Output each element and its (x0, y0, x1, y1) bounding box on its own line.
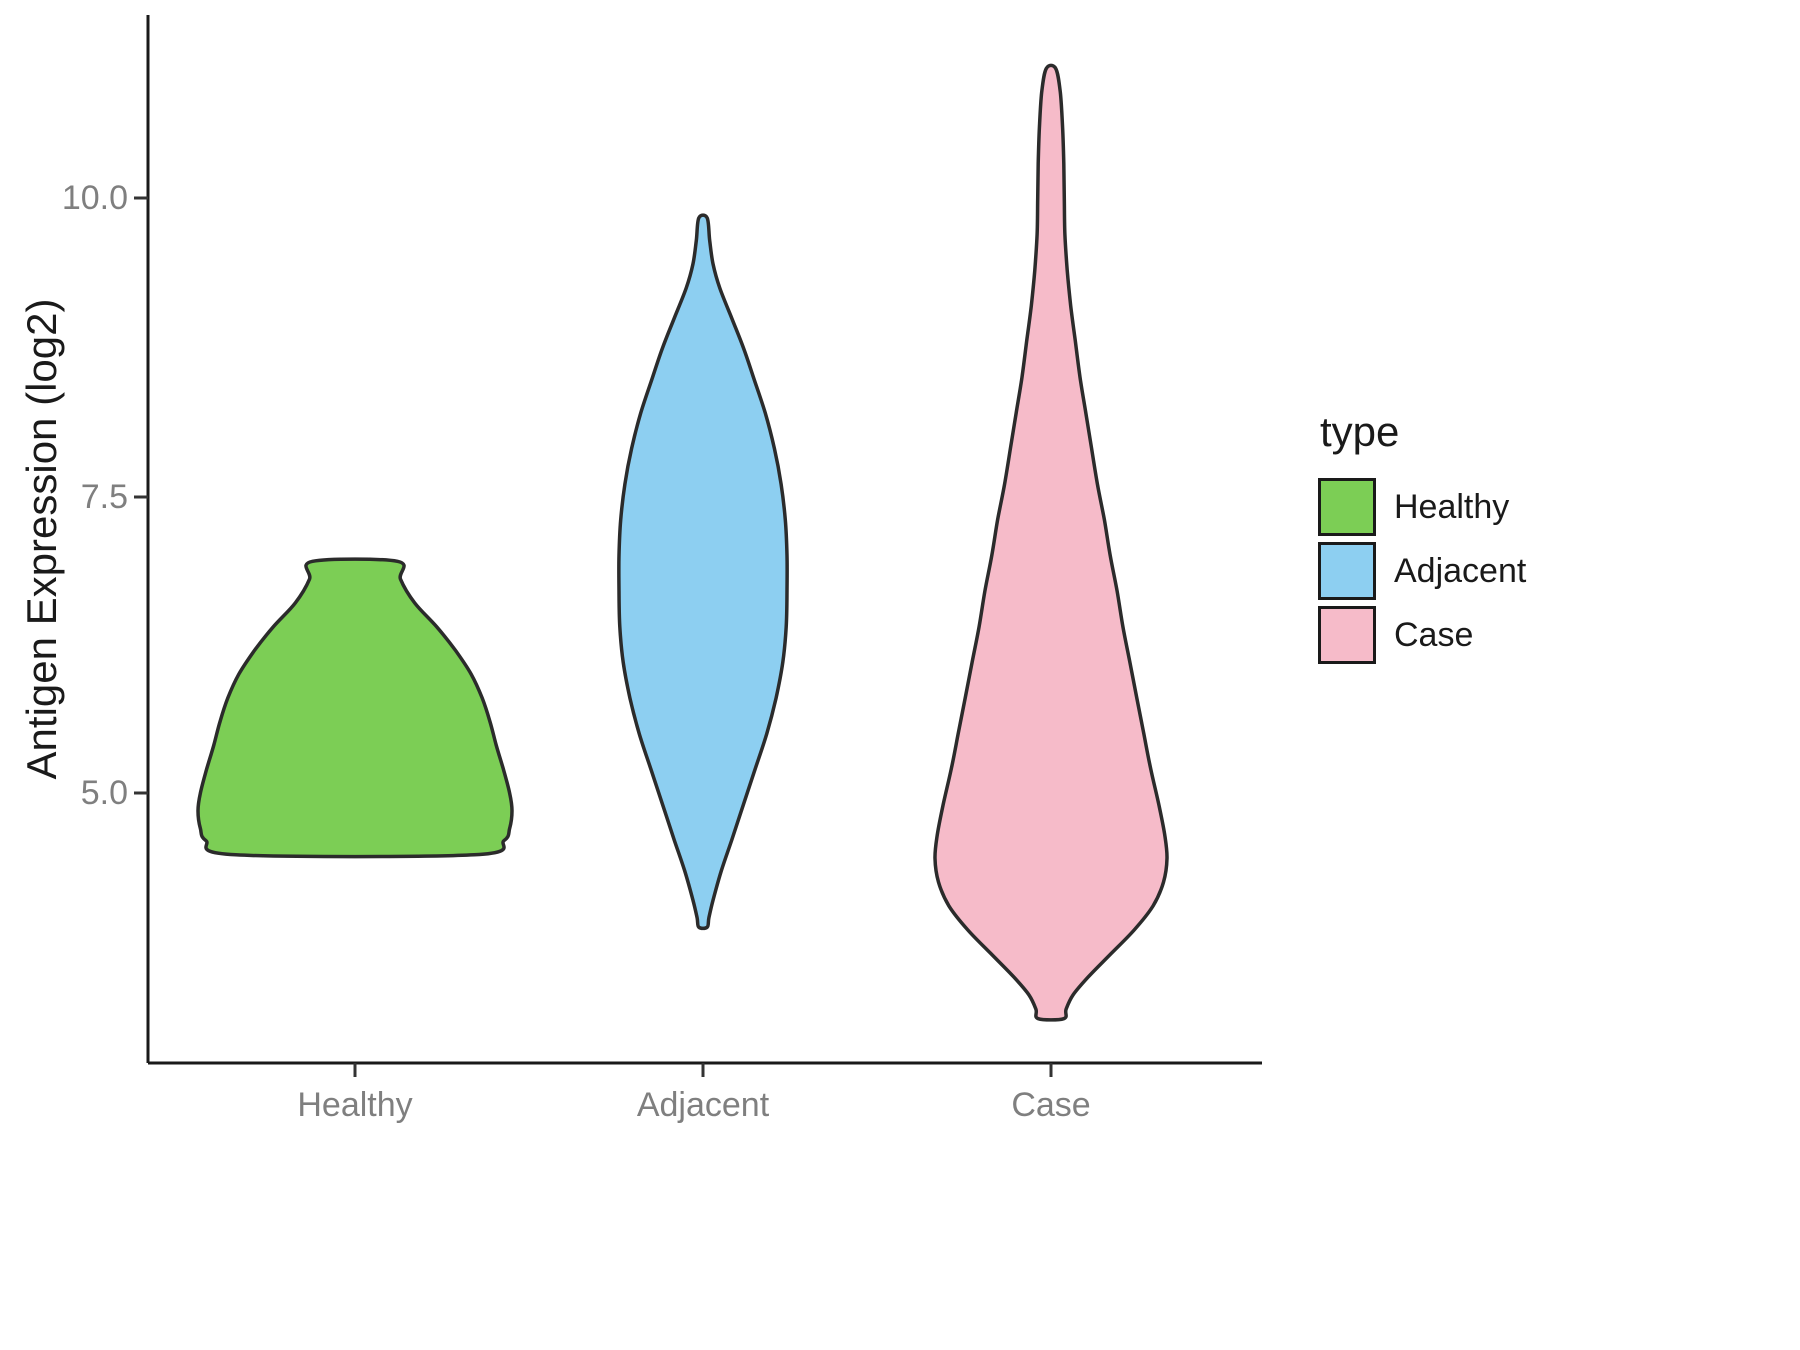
violins-group (196, 63, 1169, 1022)
x-tick-label-healthy: Healthy (297, 1086, 413, 1124)
legend-swatch-adjacent (1318, 542, 1376, 600)
legend-item-case: Case (1318, 606, 1526, 664)
y-axis-title: Antigen Expression (log2) (18, 298, 65, 780)
legend: type Healthy Adjacent Case (1318, 408, 1526, 670)
violin-case (933, 63, 1169, 1022)
violin-healthy (196, 557, 514, 859)
y-tick-label-10: 10.0 (61, 179, 128, 217)
y-tick-label-7-5: 7.5 (80, 478, 128, 516)
legend-item-adjacent: Adjacent (1318, 542, 1526, 600)
x-tick-label-case: Case (1011, 1086, 1091, 1124)
violin-adjacent (617, 213, 789, 931)
x-tick-label-adjacent: Adjacent (636, 1086, 770, 1124)
legend-swatch-healthy (1318, 478, 1376, 536)
legend-label-case: Case (1394, 616, 1474, 654)
legend-title: type (1320, 408, 1400, 455)
legend-swatch-case (1318, 606, 1376, 664)
y-tick-label-5: 5.0 (80, 774, 128, 812)
legend-label-healthy: Healthy (1394, 488, 1510, 526)
legend-item-healthy: Healthy (1318, 478, 1526, 536)
legend-label-adjacent: Adjacent (1394, 552, 1527, 590)
